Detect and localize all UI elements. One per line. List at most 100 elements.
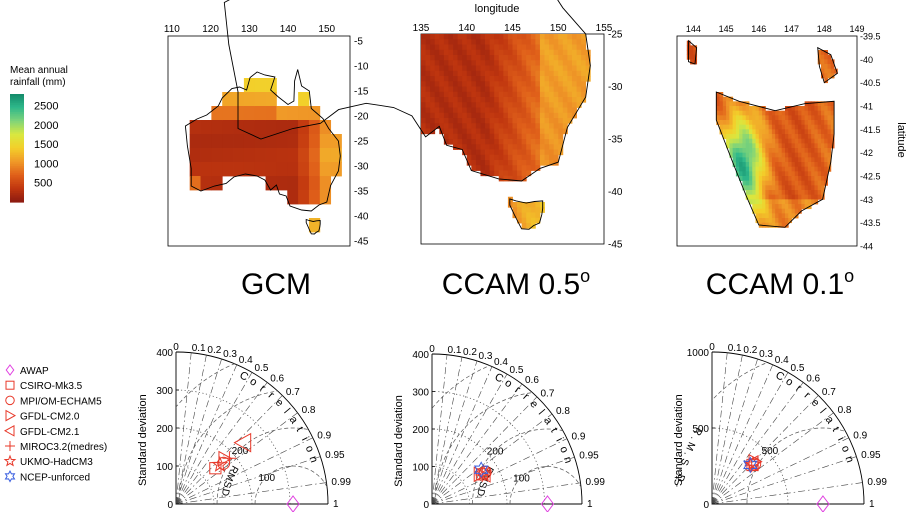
rainfall-cell (475, 139, 481, 145)
rainfall-cell (788, 162, 792, 168)
rainfall-cell (791, 157, 796, 163)
rainfall-cell (439, 118, 445, 124)
rainfall-cell (466, 97, 472, 103)
colorbar-segment (10, 157, 24, 160)
rmsd-label-char: D (674, 473, 686, 482)
rainfall-cell (817, 129, 822, 135)
rainfall-cell (755, 134, 760, 140)
rainfall-cell (785, 185, 789, 191)
rainfall-cell (735, 129, 740, 135)
rainfall-cell (200, 176, 212, 191)
latitude-tick: -40.5 (860, 78, 881, 88)
rainfall-cell (489, 160, 495, 166)
rainfall-cell (775, 185, 779, 191)
rainfall-cell (453, 81, 458, 87)
rainfall-cell (785, 148, 789, 154)
rainfall-cell (443, 112, 449, 119)
rainfall-cell (521, 212, 527, 219)
rainfall-cell (567, 76, 573, 82)
rainfall-cell (755, 213, 760, 219)
rainfall-cell (498, 139, 504, 145)
correlation-tick-label: 0.3 (223, 349, 237, 360)
rainfall-cell (453, 112, 458, 119)
rainfall-cell (755, 166, 760, 172)
rainfall-cell (821, 152, 825, 158)
rainfall-cell (758, 176, 763, 182)
rainfall-cell (824, 134, 828, 140)
rainfall-cell (824, 152, 828, 158)
rainfall-cell (535, 139, 541, 145)
longitude-tick: 110 (164, 24, 180, 35)
rmsd-label-char: . (220, 486, 231, 491)
latitude-tick: -5 (354, 37, 363, 48)
rainfall-cell (189, 176, 201, 191)
rainfall-cell (801, 152, 806, 158)
rainfall-cell (453, 107, 458, 114)
rainfall-cell (521, 118, 527, 124)
rainfall-cell (755, 120, 760, 126)
rainfall-cell (762, 162, 766, 168)
correlation-ray (175, 456, 321, 505)
colorbar-segment (10, 171, 24, 174)
rainfall-cell (535, 65, 541, 72)
rainfall-cell (425, 60, 431, 66)
rainfall-cell (498, 154, 504, 161)
rainfall-cell (788, 208, 792, 214)
rainfall-cell (448, 139, 454, 145)
std-tick-label: 300 (156, 386, 173, 397)
correlation-tick-label: 0.6 (270, 373, 284, 384)
correlation-tick-label: 0.95 (325, 450, 345, 461)
rainfall-cell (425, 39, 431, 45)
rainfall-cell (558, 112, 564, 119)
rainfall-cell (778, 176, 783, 182)
rainfall-cell (430, 102, 436, 108)
outer-arc (431, 353, 583, 505)
rainfall-cell (827, 148, 832, 154)
rainfall-cell (719, 120, 724, 126)
rainfall-cell (462, 149, 468, 156)
rainfall-cell (498, 44, 504, 51)
rainfall-cell (830, 138, 835, 144)
rainfall-cell (768, 157, 773, 163)
rainfall-cell (544, 86, 550, 93)
rainfall-cell (489, 60, 495, 66)
rainfall-cell (562, 97, 568, 103)
rainfall-cell (752, 194, 756, 200)
rainfall-cell (530, 112, 536, 119)
rainfall-cell (775, 124, 779, 130)
rainfall-cell (535, 70, 541, 77)
rainfall-cell (485, 70, 491, 77)
rainfall-cell (539, 81, 545, 87)
colorbar-segment (10, 112, 24, 115)
rainfall-cell (762, 152, 766, 158)
rainfall-cell (804, 115, 809, 121)
longitude-tick: 140 (458, 23, 475, 34)
rainfall-cell (781, 194, 786, 200)
rainfall-cell (745, 166, 750, 172)
rainfall-cell (498, 86, 504, 93)
rmsd-label-char: . (681, 451, 692, 457)
rainfall-cell (745, 152, 750, 158)
rainfall-cell (480, 149, 486, 156)
rainfall-cell (503, 97, 509, 103)
rainfall-cell (498, 49, 504, 56)
rainfall-cell (807, 148, 812, 154)
colorbar-tick-label: 2000 (34, 120, 58, 132)
rainfall-cell (768, 110, 773, 116)
rainfall-cell (755, 194, 760, 200)
rainfall-cell (778, 208, 783, 214)
rainfall-cell (521, 144, 527, 150)
rainfall-cell (480, 49, 486, 56)
model-point-triangle-left (233, 432, 252, 453)
rainfall-cell (729, 138, 734, 144)
rainfall-cell (489, 107, 495, 114)
rainfall-cell (807, 166, 812, 172)
rainfall-cell (771, 194, 776, 200)
std-tick-label: 300 (412, 388, 429, 399)
rainfall-cell (530, 39, 536, 45)
rainfall-cell (562, 102, 568, 108)
rainfall-cell (755, 176, 760, 182)
rainfall-cell (507, 170, 513, 177)
rainfall-cell (752, 157, 756, 163)
correlation-label-char: r (802, 390, 813, 402)
